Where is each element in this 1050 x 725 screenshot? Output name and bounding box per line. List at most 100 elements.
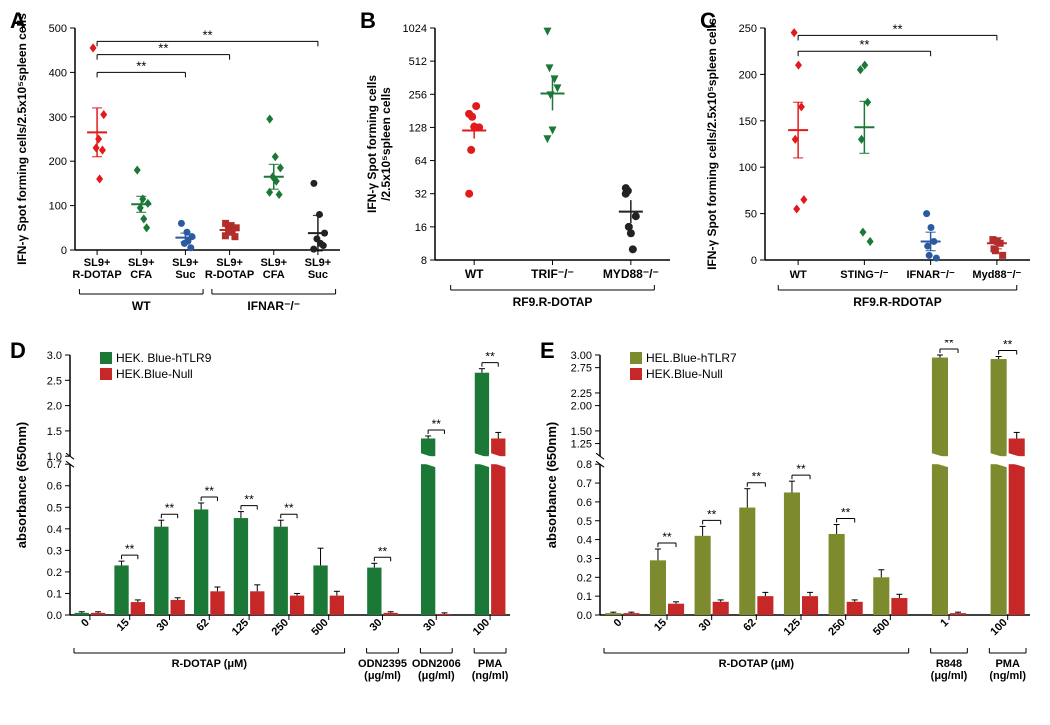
svg-text:3.0: 3.0 bbox=[47, 350, 62, 362]
svg-text:8: 8 bbox=[421, 255, 427, 267]
svg-text:/2.5x10⁵spleen cells: /2.5x10⁵spleen cells bbox=[379, 87, 393, 201]
panel-A: A 0100200300400500IFN-γ Spot forming cel… bbox=[10, 10, 350, 330]
panel-D: D 0.00.10.20.30.40.50.60.71.01.52.02.53.… bbox=[10, 340, 520, 710]
svg-text:Suc: Suc bbox=[175, 269, 195, 281]
svg-text:**: ** bbox=[1003, 340, 1013, 352]
svg-text:IFNAR⁻/⁻: IFNAR⁻/⁻ bbox=[906, 269, 954, 281]
svg-text:**: ** bbox=[244, 493, 254, 507]
svg-text:R-DOTAP: R-DOTAP bbox=[72, 269, 121, 281]
svg-text:100: 100 bbox=[49, 201, 67, 213]
svg-text:TRIF⁻/⁻: TRIF⁻/⁻ bbox=[531, 267, 574, 281]
svg-text:SL9+: SL9+ bbox=[84, 257, 111, 269]
svg-text:0.8: 0.8 bbox=[577, 459, 592, 471]
svg-text:(μg/ml): (μg/ml) bbox=[364, 670, 401, 682]
panel-label-D: D bbox=[10, 338, 26, 364]
svg-text:R-DOTAP: R-DOTAP bbox=[205, 269, 254, 281]
svg-text:WT: WT bbox=[132, 299, 151, 313]
svg-text:64: 64 bbox=[415, 156, 427, 168]
svg-text:**: ** bbox=[165, 501, 175, 515]
svg-text:0.4: 0.4 bbox=[47, 524, 62, 536]
svg-text:**: ** bbox=[378, 544, 388, 558]
svg-text:256: 256 bbox=[409, 89, 427, 101]
svg-text:0: 0 bbox=[61, 245, 67, 257]
chart-C: 050100150200250IFN-γ Spot forming cells/… bbox=[700, 10, 1040, 330]
svg-text:R848: R848 bbox=[936, 658, 962, 670]
panel-label-C: C bbox=[700, 8, 716, 34]
svg-text:2.25: 2.25 bbox=[571, 388, 592, 400]
svg-text:HEK.Blue-Null: HEK.Blue-Null bbox=[116, 367, 193, 381]
svg-text:0.1: 0.1 bbox=[47, 588, 62, 600]
svg-text:**: ** bbox=[662, 530, 672, 544]
svg-text:0.3: 0.3 bbox=[577, 553, 592, 565]
svg-text:absorbance (650nm): absorbance (650nm) bbox=[14, 422, 29, 548]
svg-text:250: 250 bbox=[826, 617, 847, 638]
svg-text:500: 500 bbox=[49, 23, 67, 35]
svg-text:**: ** bbox=[432, 417, 442, 431]
panel-B: B 81632641282565121024IFN-γ Spot forming… bbox=[360, 10, 690, 330]
svg-text:CFA: CFA bbox=[263, 269, 285, 281]
svg-text:CFA: CFA bbox=[130, 269, 152, 281]
svg-text:**: ** bbox=[284, 501, 294, 515]
svg-text:500: 500 bbox=[309, 617, 330, 638]
svg-text:2.5: 2.5 bbox=[47, 375, 62, 387]
svg-text:0.1: 0.1 bbox=[577, 591, 592, 603]
svg-text:0.0: 0.0 bbox=[577, 610, 592, 622]
svg-text:ODN2006: ODN2006 bbox=[412, 658, 461, 670]
svg-text:125: 125 bbox=[230, 617, 251, 638]
svg-text:0.5: 0.5 bbox=[47, 502, 62, 514]
svg-text:Myd88⁻/⁻: Myd88⁻/⁻ bbox=[972, 269, 1021, 281]
svg-text:R-DOTAP (μM): R-DOTAP (μM) bbox=[719, 658, 795, 670]
svg-text:0.7: 0.7 bbox=[577, 478, 592, 490]
panel-E: E 0.00.10.20.30.40.50.60.70.81.251.502.0… bbox=[540, 340, 1040, 710]
svg-text:**: ** bbox=[202, 27, 212, 42]
svg-text:32: 32 bbox=[415, 189, 427, 201]
panel-label-A: A bbox=[10, 8, 26, 34]
svg-text:RF9.R-DOTAP: RF9.R-DOTAP bbox=[513, 295, 593, 309]
svg-text:(ng/ml): (ng/ml) bbox=[472, 670, 509, 682]
svg-text:100: 100 bbox=[471, 617, 492, 638]
svg-text:**: ** bbox=[841, 506, 851, 520]
svg-text:PMA: PMA bbox=[478, 658, 503, 670]
svg-text:150: 150 bbox=[739, 116, 757, 128]
svg-text:SL9+: SL9+ bbox=[260, 257, 287, 269]
svg-text:WT: WT bbox=[790, 269, 807, 281]
svg-text:HEK. Blue-hTLR9: HEK. Blue-hTLR9 bbox=[116, 351, 212, 365]
svg-text:0.2: 0.2 bbox=[47, 567, 62, 579]
svg-text:IFN-γ Spot forming cells: IFN-γ Spot forming cells bbox=[365, 75, 379, 213]
svg-text:300: 300 bbox=[49, 112, 67, 124]
panel-C: C 050100150200250IFN-γ Spot forming cell… bbox=[700, 10, 1040, 330]
svg-text:0.6: 0.6 bbox=[47, 481, 62, 493]
svg-text:1024: 1024 bbox=[403, 23, 427, 35]
svg-text:512: 512 bbox=[409, 56, 427, 68]
svg-text:100: 100 bbox=[988, 617, 1009, 638]
svg-text:PMA: PMA bbox=[995, 658, 1020, 670]
svg-text:200: 200 bbox=[49, 156, 67, 168]
svg-text:200: 200 bbox=[739, 69, 757, 81]
svg-text:**: ** bbox=[205, 484, 215, 498]
svg-text:0: 0 bbox=[751, 255, 757, 267]
svg-text:RF9.R-RDOTAP: RF9.R-RDOTAP bbox=[853, 295, 941, 309]
svg-text:**: ** bbox=[944, 340, 954, 350]
svg-text:0.6: 0.6 bbox=[577, 497, 592, 509]
svg-text:MYD88⁻/⁻: MYD88⁻/⁻ bbox=[603, 267, 659, 281]
svg-text:2.00: 2.00 bbox=[571, 401, 592, 413]
svg-text:**: ** bbox=[892, 21, 902, 36]
panel-label-B: B bbox=[360, 8, 376, 34]
svg-text:(μg/ml): (μg/ml) bbox=[418, 670, 455, 682]
svg-text:IFN-γ Spot forming cells/2.5x1: IFN-γ Spot forming cells/2.5x10⁵spleen c… bbox=[15, 13, 29, 265]
svg-text:WT: WT bbox=[465, 267, 484, 281]
svg-text:250: 250 bbox=[270, 617, 291, 638]
svg-text:0.2: 0.2 bbox=[577, 572, 592, 584]
svg-text:HEL.Blue-hTLR7: HEL.Blue-hTLR7 bbox=[646, 351, 737, 365]
svg-text:(μg/ml): (μg/ml) bbox=[931, 670, 968, 682]
svg-text:1.50: 1.50 bbox=[571, 426, 592, 438]
svg-text:**: ** bbox=[158, 41, 168, 56]
svg-text:2.0: 2.0 bbox=[47, 401, 62, 413]
svg-text:0.0: 0.0 bbox=[47, 610, 62, 622]
bottom-row: D 0.00.10.20.30.40.50.60.71.01.52.02.53.… bbox=[10, 340, 1040, 710]
svg-text:**: ** bbox=[859, 37, 869, 52]
svg-text:**: ** bbox=[136, 58, 146, 73]
svg-text:125: 125 bbox=[782, 617, 803, 638]
svg-text:SL9+: SL9+ bbox=[216, 257, 243, 269]
svg-text:16: 16 bbox=[415, 222, 427, 234]
